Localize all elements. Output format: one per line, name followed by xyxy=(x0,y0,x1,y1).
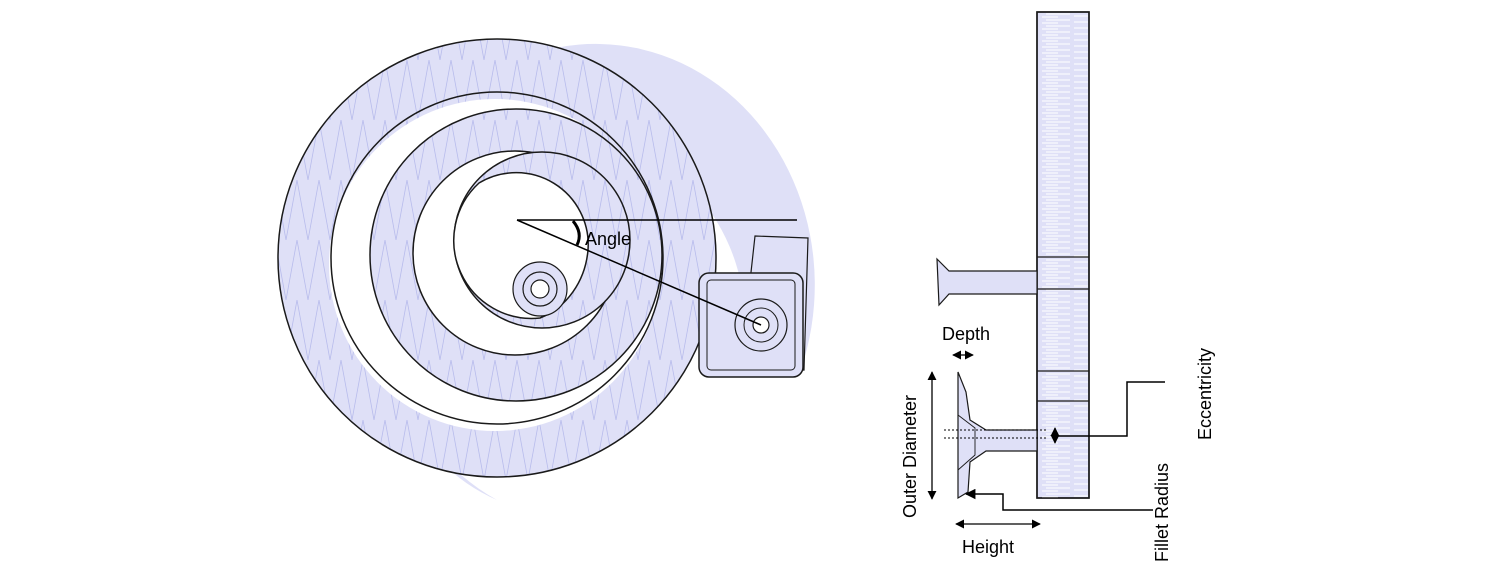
upper-nozzle xyxy=(936,257,1038,307)
eccentricity-label: Eccentricity xyxy=(1195,348,1215,440)
spiral-top-view: Angle xyxy=(277,38,815,500)
lower-nozzle xyxy=(957,371,1038,500)
fillet-radius-label: Fillet Radius xyxy=(1152,463,1172,562)
side-view: Depth Outer Diameter Height Eccentricity… xyxy=(900,11,1215,562)
spiral-inlet-boss xyxy=(512,261,568,317)
spiral-body xyxy=(376,43,815,500)
depth-label: Depth xyxy=(942,324,990,344)
height-label: Height xyxy=(962,537,1014,557)
angle-arc xyxy=(571,220,581,246)
bolt-block xyxy=(698,272,804,378)
angle-label: Angle xyxy=(585,229,631,249)
spiral-outer-edge xyxy=(277,38,717,478)
angle-radius-line xyxy=(516,219,762,326)
eccentricity-leader xyxy=(1055,381,1165,437)
fillet-radius-leader xyxy=(964,488,1153,511)
outer-diameter-label: Outer Diameter xyxy=(900,395,920,518)
